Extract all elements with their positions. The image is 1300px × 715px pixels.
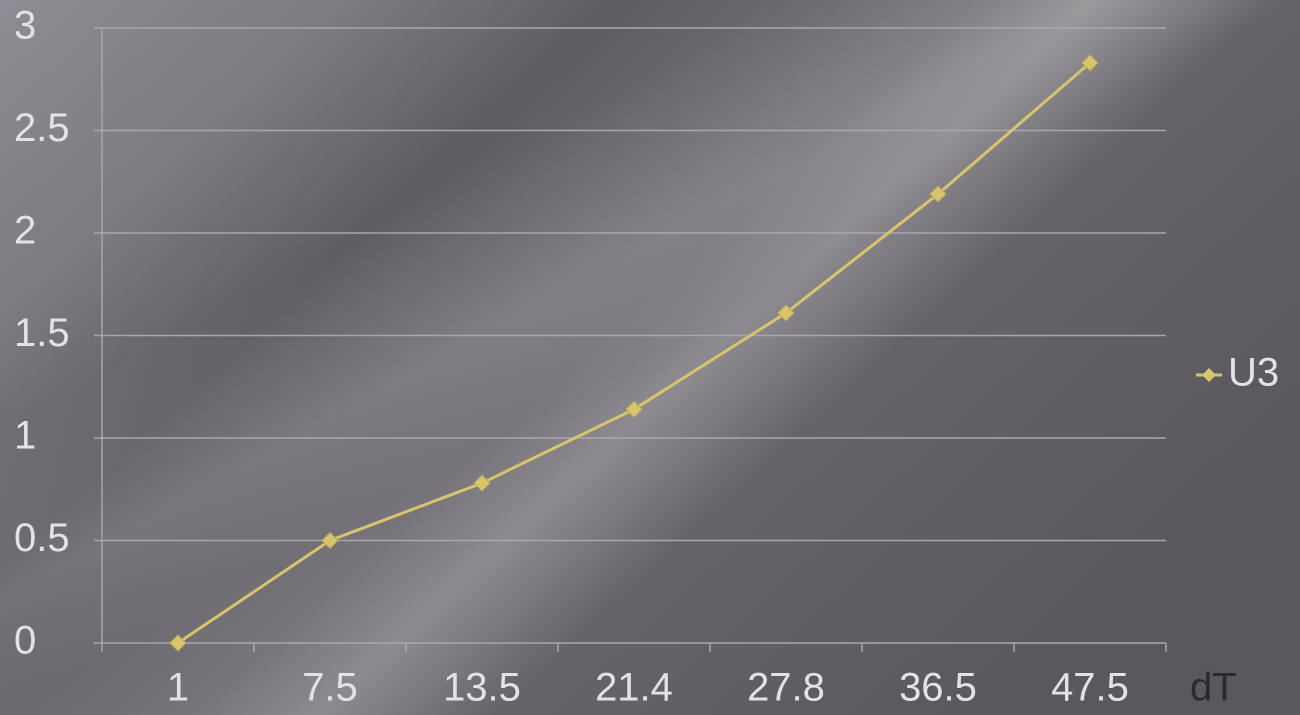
x-tick-label: 27.8 <box>747 666 825 710</box>
y-tick-label: 3 <box>14 4 36 48</box>
x-tick-label: 13.5 <box>443 666 521 710</box>
y-tick-label: 1.5 <box>14 311 70 355</box>
y-tick-label: 2 <box>14 209 36 253</box>
point-marker <box>929 185 947 203</box>
y-tick-label: 0.5 <box>14 516 70 560</box>
x-tick-label: 47.5 <box>1051 666 1129 710</box>
point-marker <box>1081 54 1099 72</box>
y-tick-label: 0 <box>14 619 36 663</box>
y-tick-label: 2.5 <box>14 106 70 150</box>
point-marker <box>777 304 795 322</box>
point-marker <box>625 400 643 419</box>
point-marker <box>473 474 491 492</box>
legend-label: U3 <box>1228 351 1279 395</box>
legend-marker <box>1202 368 1216 382</box>
x-tick-label: 36.5 <box>899 666 977 710</box>
x-tick-label: 1 <box>167 666 189 710</box>
y-tick-label: 1 <box>14 414 36 458</box>
point-marker <box>321 531 339 550</box>
point-marker <box>169 634 187 652</box>
x-tick-label: 21.4 <box>595 666 673 710</box>
x-axis-label: dT <box>1190 666 1237 710</box>
x-tick-label: 7.5 <box>302 666 358 710</box>
